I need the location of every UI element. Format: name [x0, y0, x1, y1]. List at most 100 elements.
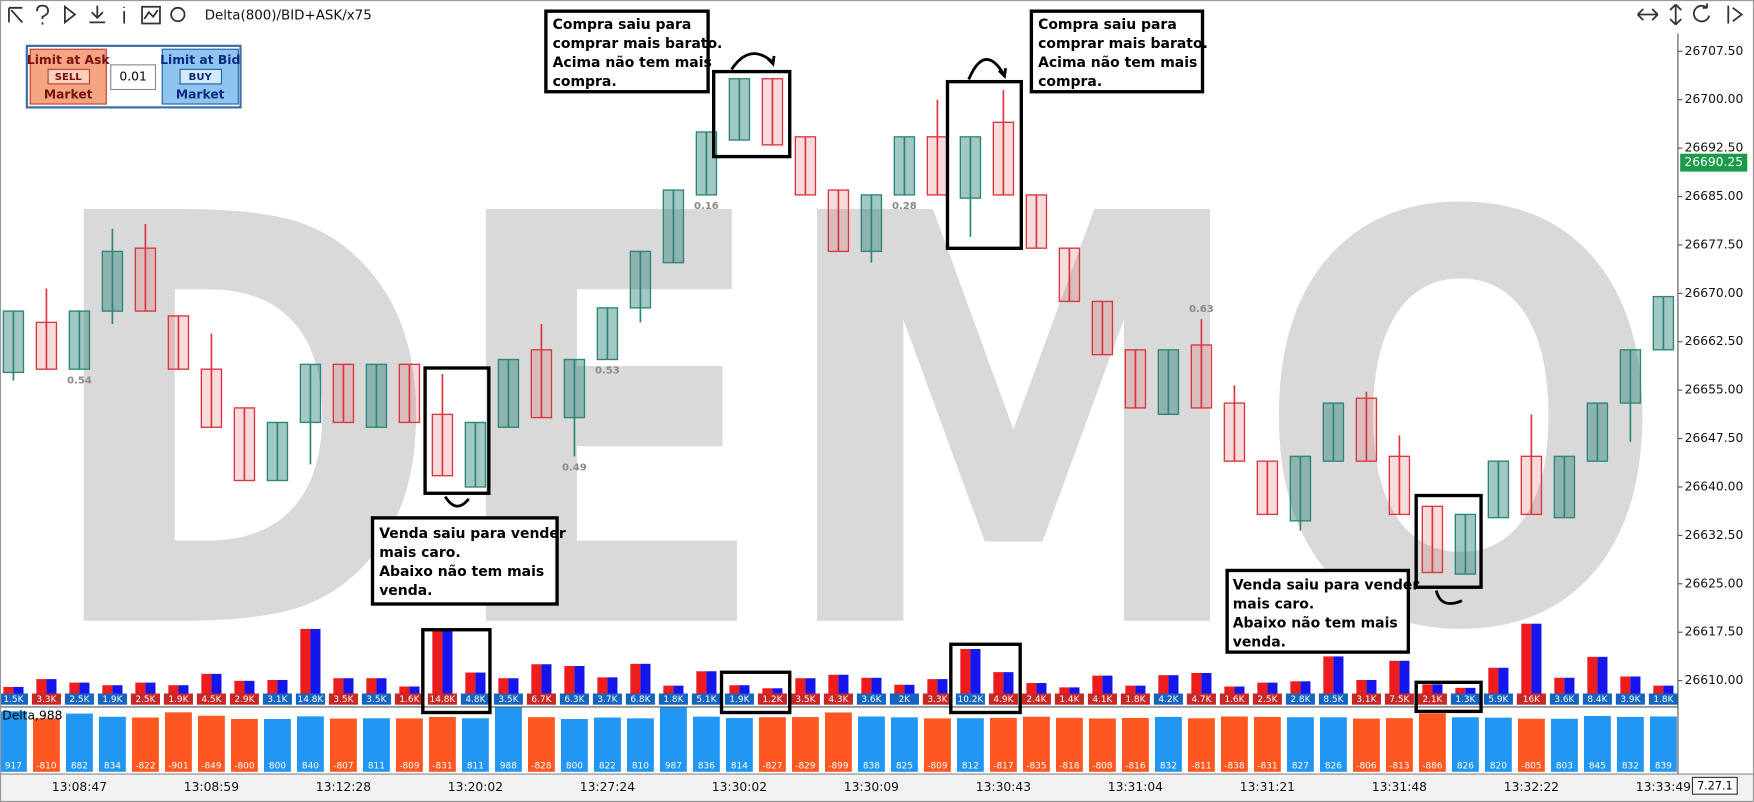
- volume-bar: [1224, 686, 1235, 694]
- volume-label: 2.8K: [1290, 695, 1311, 705]
- delta-bar: [659, 706, 687, 772]
- volume-label: 1.3K: [1455, 695, 1476, 705]
- zoom-y-icon[interactable]: [1669, 3, 1682, 26]
- x-tick-label: 13:30:02: [712, 780, 767, 794]
- delta-label: 803: [1556, 762, 1573, 772]
- delta-bar: [362, 718, 390, 772]
- time-axis-strip: [0, 774, 1754, 802]
- highlight-box: [421, 628, 492, 715]
- delta-label: -886: [1422, 762, 1443, 772]
- volume-label: 1.4K: [1059, 695, 1080, 705]
- delta-label: -901: [168, 762, 188, 772]
- volume-bar: [1498, 667, 1509, 694]
- volume-label-bg: [1450, 693, 1480, 705]
- x-tick-label: 13:27:24: [580, 780, 635, 794]
- ratio-label: 0.28: [892, 201, 917, 212]
- highlight-box: [719, 670, 792, 715]
- volume-bar: [1125, 685, 1136, 694]
- delta-bar: [1055, 717, 1083, 772]
- volume-label-bg: [922, 693, 952, 705]
- volume-bar: [607, 677, 618, 694]
- help-icon[interactable]: [36, 4, 49, 25]
- annotation-box: [1225, 568, 1411, 654]
- highlight-box: [1414, 680, 1483, 714]
- delta-label: -822: [135, 762, 155, 772]
- volume-label: 2.5K: [1257, 695, 1278, 705]
- settings-icon[interactable]: [170, 6, 186, 23]
- download-icon[interactable]: [89, 5, 106, 24]
- volume-label-bg: [592, 693, 622, 705]
- cursor-icon[interactable]: [8, 6, 24, 23]
- delta-bar: [1022, 716, 1050, 772]
- zoom-x-icon[interactable]: [1637, 8, 1659, 21]
- volume-bar: [1333, 656, 1344, 694]
- delta-title: Delta,988: [2, 708, 62, 722]
- volume-bar: [442, 628, 453, 694]
- delta-label: 825: [896, 762, 913, 772]
- volume-label-bg: [1318, 693, 1348, 705]
- volume-bar: [696, 671, 707, 694]
- delta-bar: [98, 716, 126, 772]
- y-tick-label: 26632.50: [1685, 528, 1744, 542]
- highlights: [421, 52, 1483, 715]
- volume-bar: [1323, 656, 1334, 694]
- sell-button[interactable]: [47, 68, 91, 85]
- delta-label: -805: [1521, 762, 1541, 772]
- candle-body: [596, 307, 619, 361]
- volume-bar: [102, 685, 113, 694]
- volume-label-bg: [856, 693, 886, 705]
- highlight-box: [712, 69, 792, 159]
- volume-label-bg: [526, 693, 556, 705]
- x-tick-label: 13:12:28: [316, 780, 371, 794]
- volume-bar: [1620, 676, 1631, 694]
- volume-label-bg: [1615, 693, 1645, 705]
- volume-bar: [772, 688, 783, 694]
- delta-bar: [65, 713, 93, 772]
- x-tick-label: 13:32:22: [1504, 780, 1559, 794]
- quantity-box[interactable]: [110, 64, 157, 91]
- candle-body: [1223, 402, 1246, 462]
- y-tick-label: 26707.50: [1685, 44, 1744, 58]
- bid-market[interactable]: Market: [176, 88, 225, 102]
- delta-label: 822: [599, 762, 616, 772]
- play-icon[interactable]: [63, 4, 77, 25]
- ask-market[interactable]: Market: [44, 88, 93, 102]
- delta-label: -818: [1059, 762, 1080, 772]
- annotation-text: Compra saiu para comprar mais barato. Ac…: [1038, 17, 1213, 90]
- delta-bar: [692, 716, 720, 772]
- delta-bar: [560, 719, 588, 772]
- delta-label: -811: [1191, 762, 1211, 772]
- annotation-box: [544, 9, 710, 94]
- volume-bar: [1663, 685, 1674, 694]
- delta-label: 826: [1457, 762, 1474, 772]
- end-icon[interactable]: [1727, 5, 1744, 24]
- volume-bar: [1069, 687, 1080, 694]
- volume-bar: [739, 685, 750, 694]
- delta-bar: [527, 717, 555, 772]
- candle-body: [1421, 505, 1444, 574]
- volume-label: 3.7K: [597, 695, 618, 705]
- delta-label: -831: [1257, 762, 1277, 772]
- delta-bar: [758, 717, 786, 772]
- volume-label: 3.5K: [333, 695, 354, 705]
- candle-body: [398, 363, 421, 424]
- volume-bar: [970, 649, 981, 694]
- delta-bar: [329, 718, 357, 772]
- refresh-icon[interactable]: [1692, 3, 1711, 23]
- volume-bar: [178, 685, 189, 694]
- volume-label: 7.5K: [1389, 695, 1410, 705]
- candle-body: [1256, 460, 1279, 516]
- volume-label-bg: [691, 693, 721, 705]
- delta-label: 836: [698, 762, 715, 772]
- indicator-icon[interactable]: [141, 5, 161, 25]
- candle-body: [1289, 455, 1312, 522]
- delta-label: 987: [665, 762, 682, 772]
- candle-body: [1619, 349, 1642, 404]
- delta-label: 832: [1160, 762, 1177, 772]
- buy-button[interactable]: [179, 68, 223, 85]
- volume-bar: [1521, 623, 1532, 694]
- delta-label: 838: [863, 762, 880, 772]
- candle-body: [1553, 455, 1576, 519]
- delta-label: -817: [993, 762, 1013, 772]
